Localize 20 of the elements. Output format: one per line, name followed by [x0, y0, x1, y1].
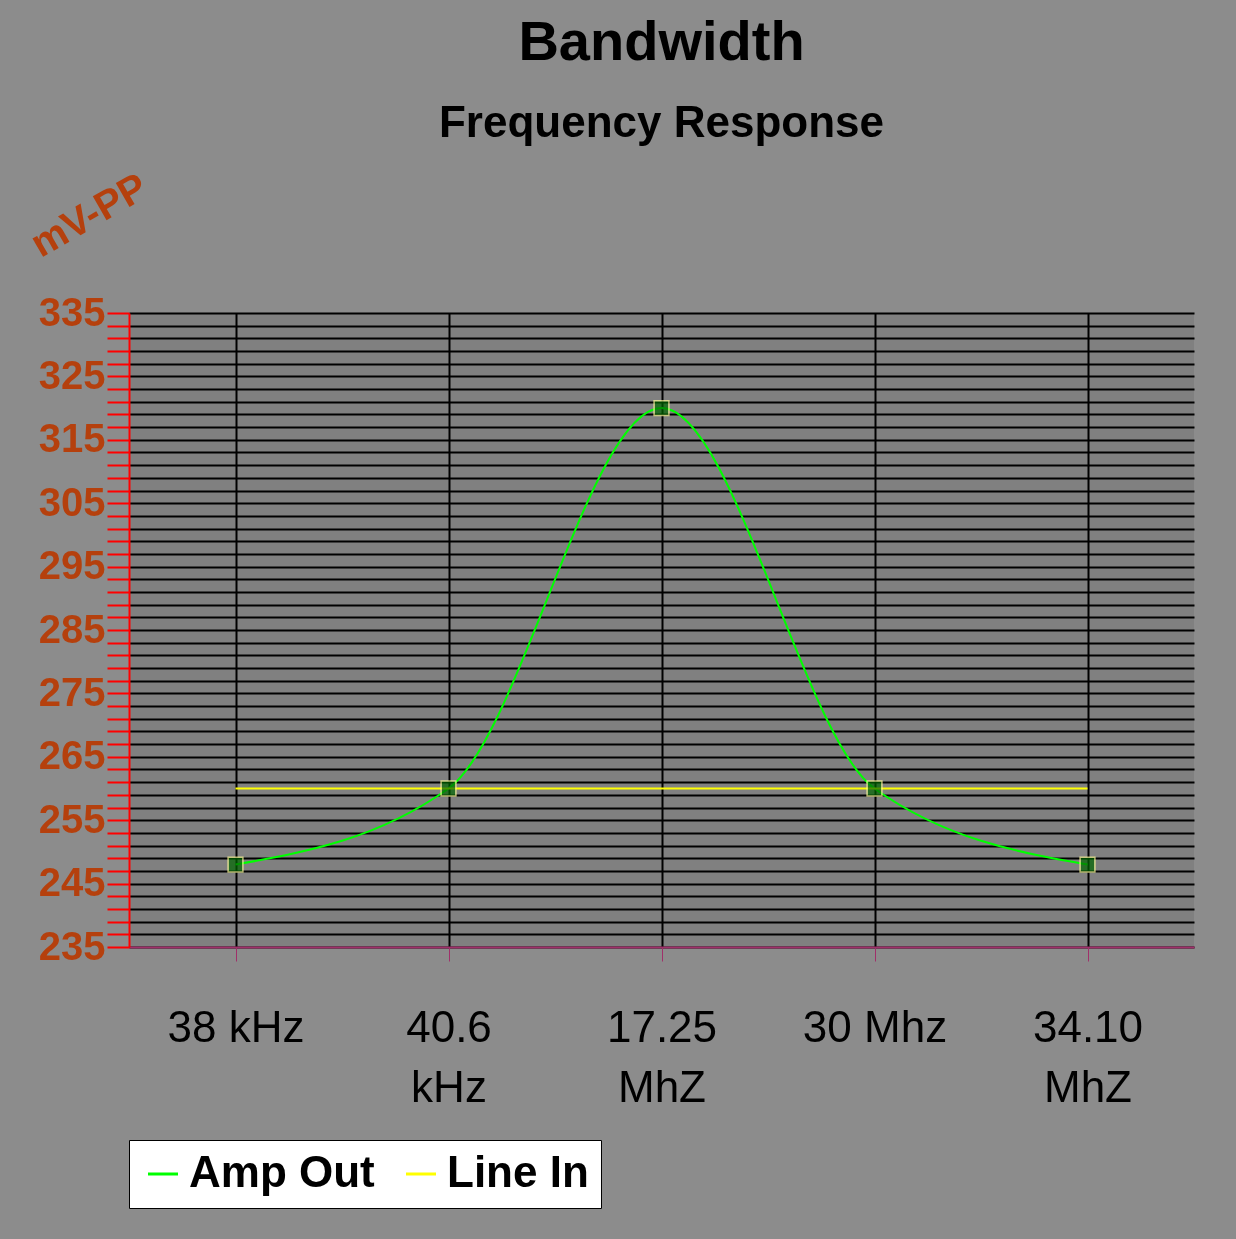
- x-tick-label: 30 Mhz: [802, 1001, 948, 1051]
- y-tick-label: 285: [38, 606, 106, 651]
- y-tick-label: 295: [38, 543, 106, 588]
- x-tick-label: 34.10 MhZ: [1032, 1001, 1144, 1111]
- y-tick-label: 255: [38, 796, 106, 841]
- y-tick-label: 275: [38, 669, 106, 714]
- x-tick-label: 38 kHz: [167, 1001, 305, 1051]
- y-tick-label: 315: [38, 416, 106, 461]
- x-tick-label: 40.6 kHz: [406, 1001, 492, 1111]
- y-tick-label: 335: [38, 289, 106, 334]
- chart-subtitle: Frequency Response: [438, 96, 885, 146]
- legend-label: Line In: [447, 1147, 589, 1196]
- x-tick-label: 17.25 MhZ: [606, 1001, 718, 1111]
- y-tick-label: 245: [38, 860, 106, 905]
- chart-title: Bandwidth: [518, 8, 805, 72]
- y-tick-label: 265: [38, 733, 106, 778]
- y-tick-label: 325: [38, 352, 106, 397]
- y-tick-label: 305: [38, 479, 106, 524]
- y-tick-label: 235: [38, 923, 106, 968]
- legend-label: Amp Out: [189, 1147, 376, 1196]
